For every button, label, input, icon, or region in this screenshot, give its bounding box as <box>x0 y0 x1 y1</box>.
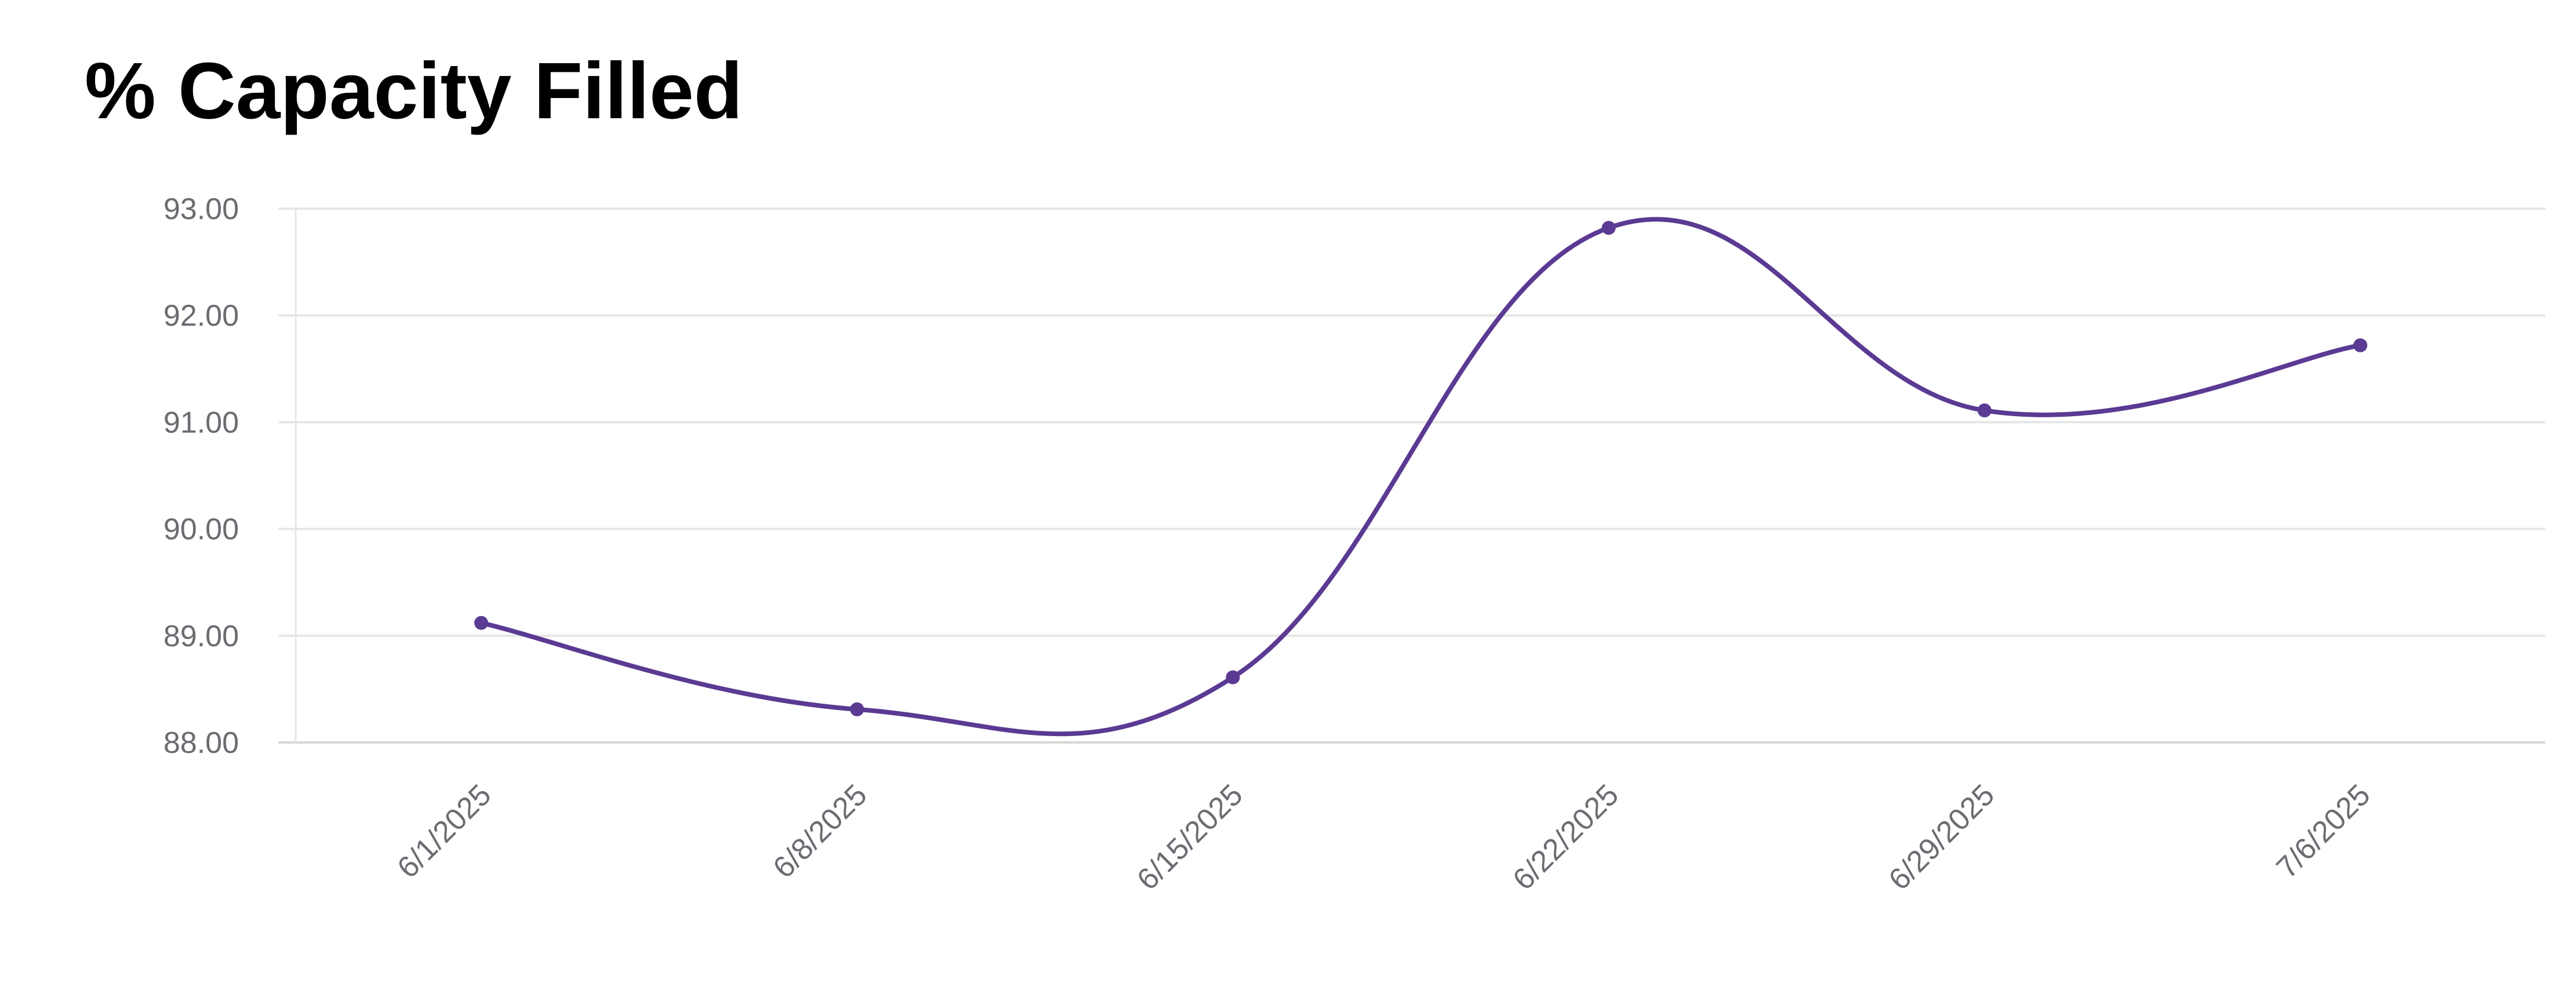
data-point <box>1977 403 1992 418</box>
chart-title: % Capacity Filled <box>85 46 743 136</box>
x-tick-label: 6/8/2025 <box>767 778 874 884</box>
x-tick-label: 6/22/2025 <box>1506 778 1625 897</box>
y-tick-label: 93.00 <box>164 192 239 226</box>
y-tick-label: 88.00 <box>164 726 239 760</box>
x-tick-label: 6/29/2025 <box>1883 778 2001 897</box>
data-point <box>2353 338 2367 352</box>
y-tick-label: 90.00 <box>164 513 239 547</box>
x-tick-label: 6/15/2025 <box>1131 778 1249 897</box>
x-tick-label: 7/6/2025 <box>2270 778 2377 884</box>
x-tick-label: 6/1/2025 <box>391 778 497 884</box>
y-tick-label: 92.00 <box>164 299 239 333</box>
series-line <box>481 217 2361 737</box>
y-tick-label: 91.00 <box>164 406 239 439</box>
data-point <box>474 616 488 630</box>
data-point <box>1226 670 1240 684</box>
y-tick-label: 89.00 <box>164 620 239 653</box>
data-point <box>1601 221 1616 235</box>
data-point <box>850 702 864 716</box>
